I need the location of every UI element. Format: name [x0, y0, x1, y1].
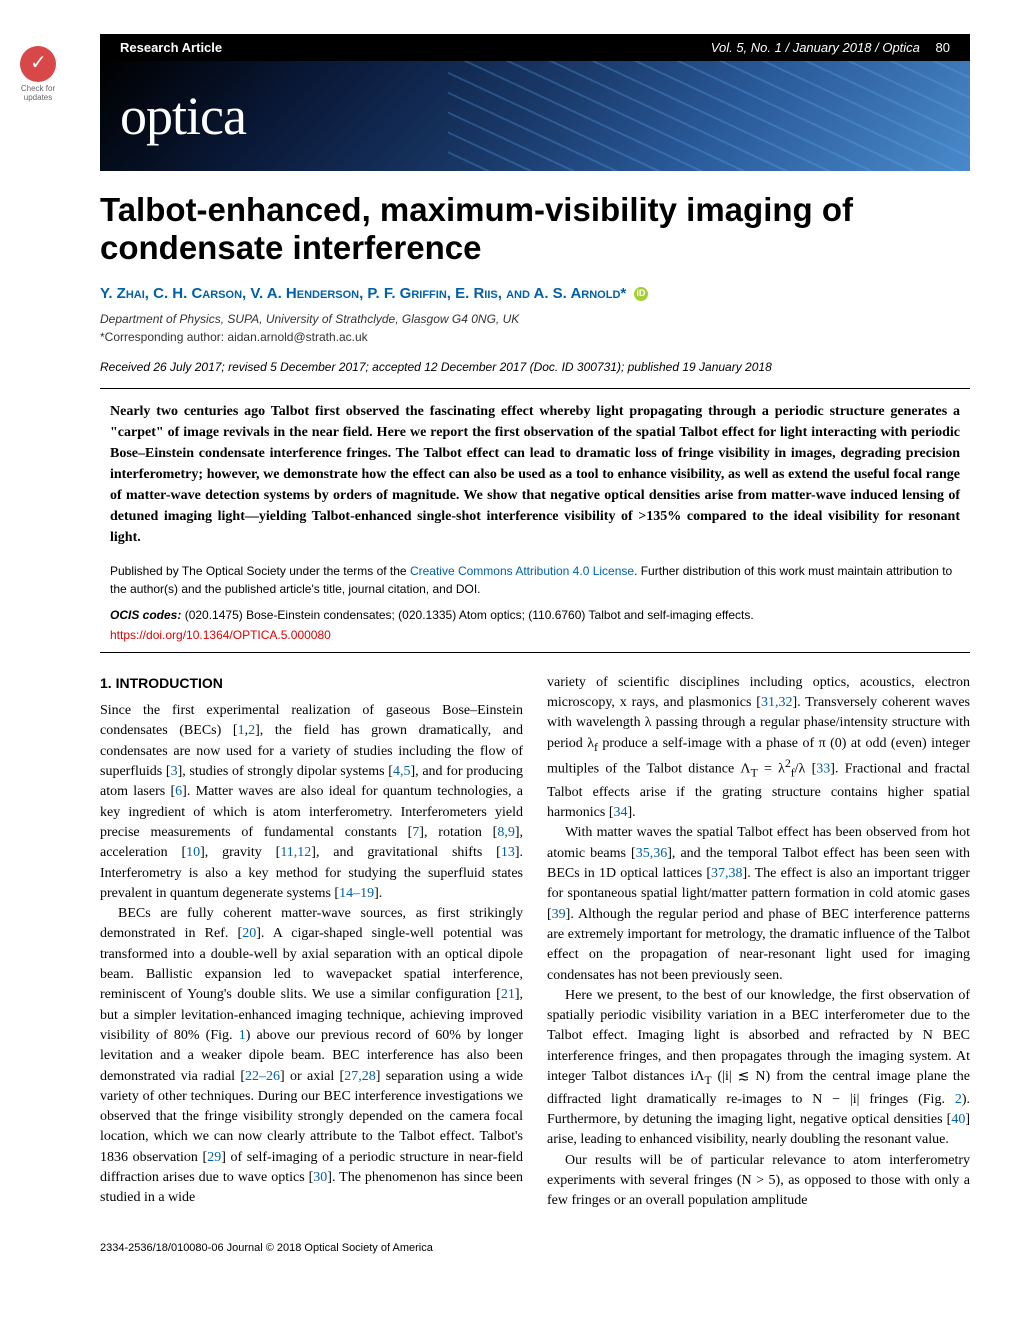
article-title: Talbot-enhanced, maximum-visibility imag… — [100, 191, 970, 267]
journal-banner: optica — [100, 61, 970, 171]
col2-p4: Our results will be of particular releva… — [547, 1151, 970, 1212]
col2-p1: variety of scientific disciplines includ… — [547, 673, 970, 824]
rule-bottom — [100, 652, 970, 653]
section-heading: 1. INTRODUCTION — [100, 673, 523, 693]
affiliation: Department of Physics, SUPA, University … — [100, 310, 970, 328]
rule-top — [100, 388, 970, 389]
ocis-codes: OCIS codes: (020.1475) Bose-Einstein con… — [110, 608, 960, 622]
column-right: variety of scientific disciplines includ… — [547, 673, 970, 1212]
license-block: Published by The Optical Society under t… — [110, 562, 960, 598]
journal-logo: optica — [120, 85, 246, 147]
received-line: Received 26 July 2017; revised 5 Decembe… — [100, 360, 970, 374]
check-icon — [20, 46, 56, 82]
footer-line: 2334-2536/18/010080-06 Journal © 2018 Op… — [100, 1242, 970, 1254]
col2-p3: Here we present, to the best of our know… — [547, 986, 970, 1151]
orcid-icon[interactable] — [634, 287, 648, 301]
authors: Y. Zhai, C. H. Carson, V. A. Henderson, … — [100, 285, 970, 302]
header-bar: Research Article Vol. 5, No. 1 / January… — [100, 34, 970, 61]
check-label-1: Check for — [14, 84, 62, 93]
authors-list: Y. Zhai, C. H. Carson, V. A. Henderson, … — [100, 285, 626, 302]
doi-link[interactable]: https://doi.org/10.1364/OPTICA.5.000080 — [110, 628, 960, 642]
abstract: Nearly two centuries ago Talbot first ob… — [100, 401, 970, 548]
license-text-1: Published by The Optical Society under t… — [110, 564, 410, 578]
article-type: Research Article — [120, 40, 222, 55]
intro-p1: Since the first experimental realization… — [100, 701, 523, 904]
ocis-values: (020.1475) Bose-Einstein condensates; (0… — [185, 608, 754, 622]
page-number: 80 — [936, 40, 950, 55]
col2-p2: With matter waves the spatial Talbot eff… — [547, 823, 970, 985]
journal-name: Optica — [882, 40, 920, 55]
check-label-2: updates — [14, 93, 62, 102]
header-right: Vol. 5, No. 1 / January 2018 / Optica 80 — [711, 40, 950, 55]
volume-info: Vol. 5, No. 1 / January 2018 / — [711, 40, 879, 55]
corresponding-author: *Corresponding author: aidan.arnold@stra… — [100, 328, 970, 346]
body-columns: 1. INTRODUCTION Since the first experime… — [100, 673, 970, 1212]
intro-p2: BECs are fully coherent matter-wave sour… — [100, 904, 523, 1208]
license-link[interactable]: Creative Commons Attribution 4.0 License — [410, 564, 634, 578]
check-updates-badge[interactable]: Check for updates — [14, 46, 62, 102]
ocis-label: OCIS codes: — [110, 608, 181, 622]
column-left: 1. INTRODUCTION Since the first experime… — [100, 673, 523, 1212]
affiliation-block: Department of Physics, SUPA, University … — [100, 310, 970, 346]
